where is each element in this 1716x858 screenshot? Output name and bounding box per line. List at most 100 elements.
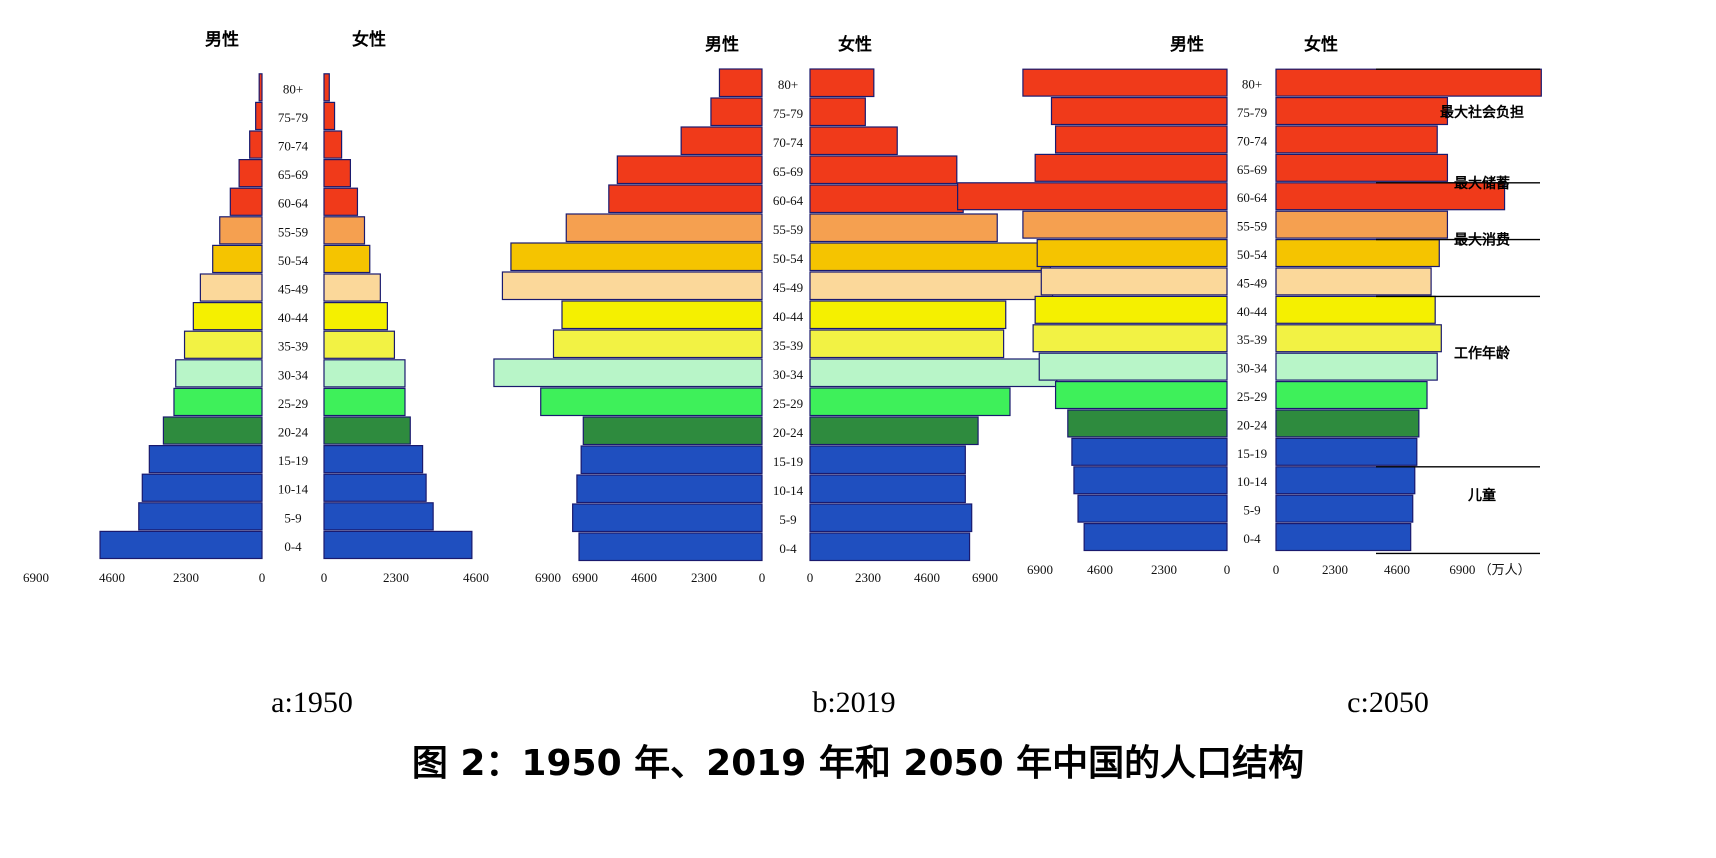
annotation-label: 儿童 [1467, 487, 1496, 504]
male-bar-40-44 [192, 302, 263, 331]
age-label-75-79: 75-79 [278, 110, 308, 125]
male-bar-20-24 [1067, 409, 1228, 438]
female-bar-10-14 [323, 473, 427, 502]
age-label-25-29: 25-29 [773, 396, 803, 411]
male-bar-30-34 [1038, 352, 1228, 381]
female-tick-label: 0 [1273, 562, 1280, 577]
annotation-label: 最大储蓄 [1454, 175, 1510, 192]
annotation-label: 工作年龄 [1454, 345, 1511, 362]
age-label-60-64: 60-64 [278, 196, 309, 211]
male-bar-45-49 [501, 271, 763, 301]
age-label-75-79: 75-79 [1237, 105, 1267, 120]
male-bar-40-44 [1034, 295, 1228, 324]
panel-caption-2019: b:2019 [812, 686, 895, 719]
female-bar-20-24 [323, 416, 411, 445]
male-bar-5-9 [572, 503, 763, 533]
female-bar-40-44 [323, 302, 388, 331]
male-bar-60-64 [957, 182, 1228, 211]
male-bar-30-34 [493, 358, 763, 388]
female-bar-10-14 [809, 474, 966, 504]
female-tick-label: 4600 [463, 570, 489, 585]
male-tick-label: 0 [759, 570, 766, 585]
age-label-70-74: 70-74 [1237, 133, 1268, 148]
female-bar-75-79 [809, 97, 866, 127]
pyramid-2019: 男性 女性 0-4 5-9 10-14 15-19 20-24 25-29 30-34 35-39… [493, 34, 1058, 585]
age-label-45-49: 45-49 [278, 282, 308, 297]
female-bar-50-54 [809, 242, 1052, 272]
male-header: 男性 [1170, 34, 1204, 55]
male-tick-label: 0 [259, 570, 266, 585]
age-label-10-14: 10-14 [773, 483, 804, 498]
female-bar-5-9 [809, 503, 973, 533]
female-bar-15-19 [323, 445, 424, 474]
female-tick-label: 0 [807, 570, 814, 585]
female-bar-0-4 [323, 530, 473, 560]
female-bar-0-4 [809, 532, 971, 562]
female-bar-30-34 [323, 359, 406, 388]
male-bar-20-24 [582, 416, 763, 446]
age-label-70-74: 70-74 [278, 139, 309, 154]
male-bar-0-4 [578, 532, 763, 562]
age-label-35-39: 35-39 [1237, 332, 1267, 347]
age-label-25-29: 25-29 [1237, 389, 1267, 404]
annotation-label: 最大社会负担 [1440, 104, 1524, 121]
male-tick-label: 0 [1224, 562, 1231, 577]
male-bar-45-49 [199, 273, 263, 302]
age-label-20-24: 20-24 [773, 425, 804, 440]
male-bar-50-54 [1036, 239, 1228, 268]
age-label-20-24: 20-24 [1237, 417, 1268, 432]
male-bar-50-54 [212, 244, 263, 274]
male-bar-55-59 [565, 213, 763, 243]
male-tick-label: 2300 [1151, 562, 1177, 577]
female-bar-30-34 [1275, 352, 1438, 381]
age-label-0-4: 0-4 [779, 541, 797, 556]
female-bar-25-29 [323, 387, 406, 417]
female-bar-60-64 [1275, 182, 1506, 211]
male-bar-65-69 [238, 159, 263, 188]
female-bar-60-64 [809, 184, 964, 214]
female-bar-65-69 [809, 155, 958, 185]
figure-caption: 图 2：1950 年、2019 年和 2050 年中国的人口结构 [412, 743, 1304, 784]
age-label-65-69: 65-69 [278, 167, 308, 182]
female-bar-65-69 [323, 159, 352, 188]
age-label-40-44: 40-44 [1237, 304, 1268, 319]
male-bar-75-79 [1050, 96, 1228, 126]
male-bar-70-74 [680, 126, 763, 156]
male-bar-60-64 [229, 187, 263, 216]
age-label-70-74: 70-74 [773, 135, 804, 150]
male-header: 男性 [205, 29, 239, 50]
age-label-10-14: 10-14 [278, 482, 309, 497]
male-bar-55-59 [1022, 210, 1228, 239]
female-bar-45-49 [323, 273, 381, 302]
age-label-30-34: 30-34 [1237, 361, 1268, 376]
female-bar-20-24 [809, 416, 979, 446]
female-tick-label: 0 [321, 570, 328, 585]
female-bar-35-39 [323, 330, 396, 359]
male-tick-label: 6900 [1027, 562, 1053, 577]
panel-caption-1950: a:1950 [271, 686, 353, 719]
female-bar-80+ [1275, 68, 1542, 97]
female-bar-45-49 [1275, 267, 1432, 296]
male-tick-label: 6900 [535, 570, 561, 585]
male-bar-25-29 [540, 387, 763, 417]
male-bar-80+ [1022, 68, 1228, 97]
age-label-0-4: 0-4 [284, 539, 302, 554]
panel-caption-2050: c:2050 [1347, 686, 1429, 719]
male-tick-label: 4600 [99, 570, 125, 585]
age-label-60-64: 60-64 [773, 193, 804, 208]
male-bar-65-69 [1034, 153, 1228, 182]
male-bar-45-49 [1040, 267, 1228, 296]
male-tick-label: 4600 [631, 570, 657, 585]
age-label-35-39: 35-39 [278, 339, 308, 354]
age-label-50-54: 50-54 [278, 253, 309, 268]
age-label-5-9: 5-9 [1243, 503, 1260, 518]
female-bar-15-19 [809, 445, 966, 475]
female-header: 女性 [352, 29, 386, 50]
age-label-25-29: 25-29 [278, 396, 308, 411]
male-bar-0-4 [1083, 522, 1228, 552]
age-label-0-4: 0-4 [1243, 531, 1261, 546]
male-bar-70-74 [249, 130, 263, 159]
male-bar-15-19 [148, 445, 263, 474]
age-label-65-69: 65-69 [1237, 162, 1267, 177]
